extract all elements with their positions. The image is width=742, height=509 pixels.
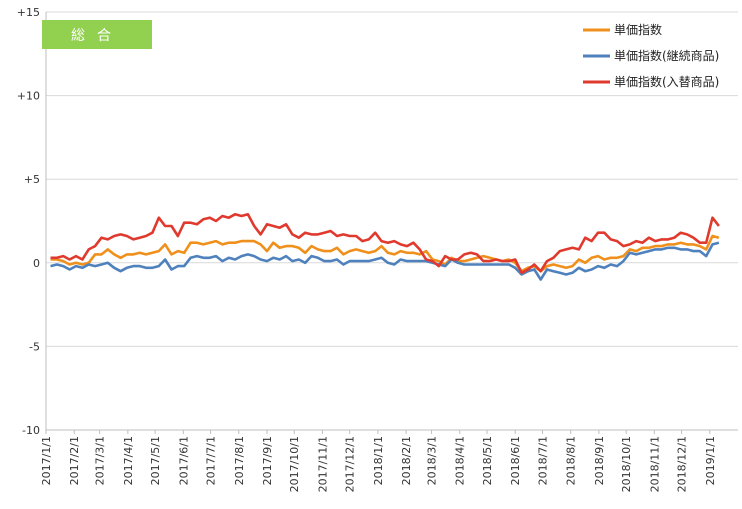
series-line-3 [50,213,720,275]
x-axis: 2017/1/1 2017/2/1 2017/3/1 2017/4/1 2017/5/1… [40,429,738,492]
x-tick-label: 2017/9/1 [261,436,274,485]
series-lines [50,213,720,281]
x-tick-label: 2018/1/1 [372,436,385,485]
x-tick-label: 2017/6/1 [177,436,190,485]
x-tick-label: 2017/1/1 [40,436,53,485]
x-tick-label: 2018/8/1 [565,436,578,485]
x-tick-label: 2018/4/1 [454,436,467,485]
x-tick-label: 2018/7/1 [536,436,549,485]
legend-label-1: 単価指数 [614,22,662,37]
y-tick-label: +5 [24,173,40,186]
x-tick-label: 2019/1/1 [704,436,717,485]
x-tick-label: 2018/11/1 [648,436,661,492]
category-badge: 総合 [42,20,152,49]
y-tick-label: -10 [22,424,40,437]
x-tick-label: 2017/10/1 [288,436,301,492]
y-tick-label: 0 [33,257,40,270]
x-tick-label: 2017/4/1 [122,436,135,485]
x-tick-label: 2017/5/1 [149,436,162,485]
series-line-2 [50,241,720,281]
x-tick-label: 2017/2/1 [68,436,81,485]
y-tick-label: +15 [17,6,40,19]
x-tick-label: 2018/2/1 [400,436,413,485]
x-tick-label: 2017/11/1 [316,436,329,492]
badge-background [42,20,152,49]
badge-label: 総合 [71,28,123,44]
y-axis: +15 +10 +5 0 -5 -10 [17,6,47,437]
series-line-1 [50,234,720,273]
y-tick-label: -5 [29,340,40,353]
y-tick-label: +10 [17,90,40,103]
legend-label-3: 単価指数(入替商品) [614,74,719,89]
x-tick-label: 2018/5/1 [481,436,494,485]
x-tick-label: 2018/6/1 [509,436,522,485]
x-tick-label: 2017/3/1 [94,436,107,485]
legend-label-2: 単価指数(継続商品) [614,48,719,63]
x-tick-label: 2017/12/1 [344,436,357,492]
x-tick-label: 2017/8/1 [233,436,246,485]
x-tick-label: 2018/3/1 [426,436,439,485]
x-tick-label: 2018/10/1 [620,436,633,492]
x-tick-label: 2017/7/1 [205,436,218,485]
x-tick-label: 2018/12/1 [676,436,689,492]
x-tick-label: 2018/9/1 [593,436,606,485]
